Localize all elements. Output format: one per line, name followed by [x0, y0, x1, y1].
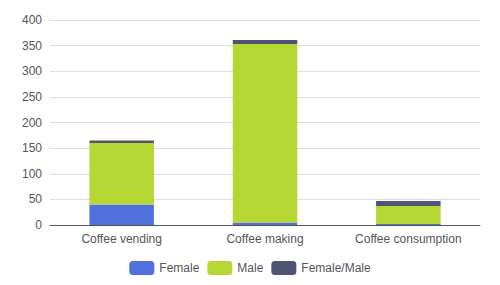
- svg-text:0: 0: [35, 218, 42, 232]
- svg-text:300: 300: [22, 64, 42, 78]
- svg-text:Female/Male: Female/Male: [301, 261, 371, 275]
- svg-text:Coffee vending: Coffee vending: [81, 232, 162, 246]
- svg-text:400: 400: [22, 13, 42, 27]
- svg-text:100: 100: [22, 167, 42, 181]
- svg-text:150: 150: [22, 141, 42, 155]
- svg-text:50: 50: [29, 192, 43, 206]
- svg-text:Female: Female: [159, 261, 199, 275]
- svg-text:200: 200: [22, 116, 42, 130]
- svg-text:Coffee making: Coffee making: [226, 232, 303, 246]
- svg-text:Coffee consumption: Coffee consumption: [355, 232, 462, 246]
- svg-text:250: 250: [22, 90, 42, 104]
- svg-text:Male: Male: [237, 261, 263, 275]
- svg-text:350: 350: [22, 39, 42, 53]
